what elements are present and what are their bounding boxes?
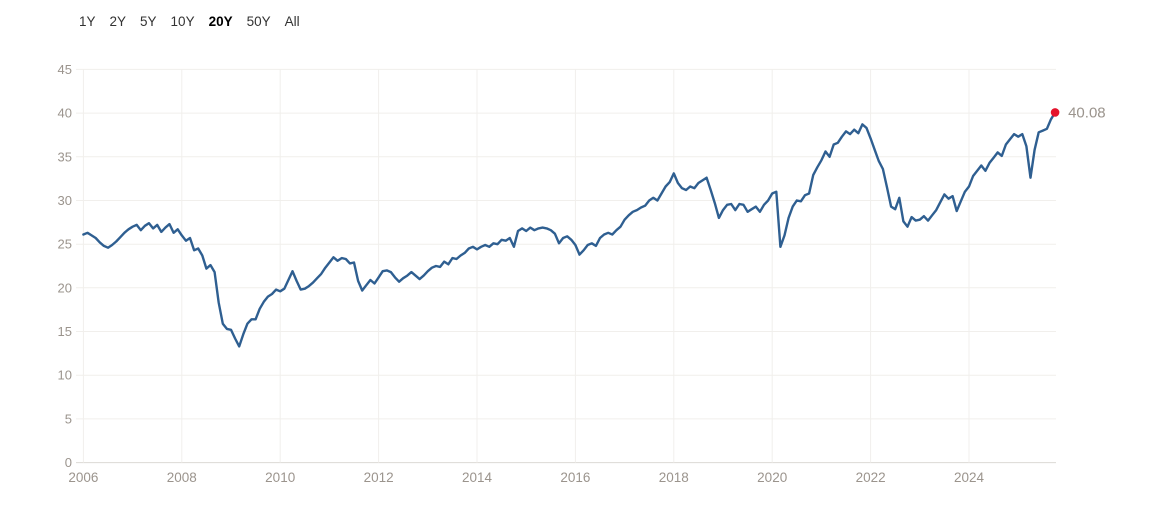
y-tick-label: 25: [58, 237, 72, 252]
y-tick-label: 15: [58, 324, 72, 339]
x-axis-labels: 2006 2008 2010 2012 2014 2016 2018 2020 2022 2024: [68, 470, 984, 485]
h-gridlines: [76, 68, 1056, 464]
range-button-20y[interactable]: 20Y: [208, 14, 233, 29]
range-selector: 1Y 2Y 5Y 10Y 20Y 50Y All: [79, 13, 300, 31]
range-button-5y[interactable]: 5Y: [140, 14, 157, 29]
v-gridlines: [82, 69, 970, 463]
x-tick-label: 2014: [462, 470, 493, 485]
y-tick-label: 20: [58, 280, 72, 295]
x-tick-label: 2016: [560, 470, 590, 485]
range-button-50y[interactable]: 50Y: [246, 14, 271, 29]
x-tick-label: 2022: [856, 470, 886, 485]
current-value-dot: [1050, 108, 1060, 117]
y-tick-label: 45: [58, 62, 72, 77]
range-button-all[interactable]: All: [284, 14, 300, 29]
y-tick-label: 40: [58, 106, 72, 121]
x-tick-label: 2008: [167, 470, 197, 485]
y-tick-label: 10: [58, 368, 72, 383]
current-value-label: 40.08: [1068, 104, 1106, 121]
x-tick-label: 2012: [364, 470, 394, 485]
series-line: [82, 111, 1057, 348]
y-tick-label: 35: [58, 149, 72, 164]
y-tick-label: 30: [58, 193, 72, 208]
range-button-10y[interactable]: 10Y: [170, 14, 195, 29]
x-tick-label: 2006: [68, 470, 98, 485]
x-tick-label: 2020: [757, 470, 787, 485]
y-tick-label: 5: [65, 411, 72, 426]
x-tick-label: 2010: [265, 470, 295, 485]
y-axis-labels: 0 5 10 15 20 25 30 35 40 45: [58, 62, 72, 470]
range-button-2y[interactable]: 2Y: [109, 14, 127, 29]
y-tick-label: 0: [65, 455, 72, 470]
x-tick-label: 2018: [659, 470, 689, 485]
x-tick-label: 2024: [954, 470, 985, 485]
range-button-1y[interactable]: 1Y: [79, 14, 96, 29]
